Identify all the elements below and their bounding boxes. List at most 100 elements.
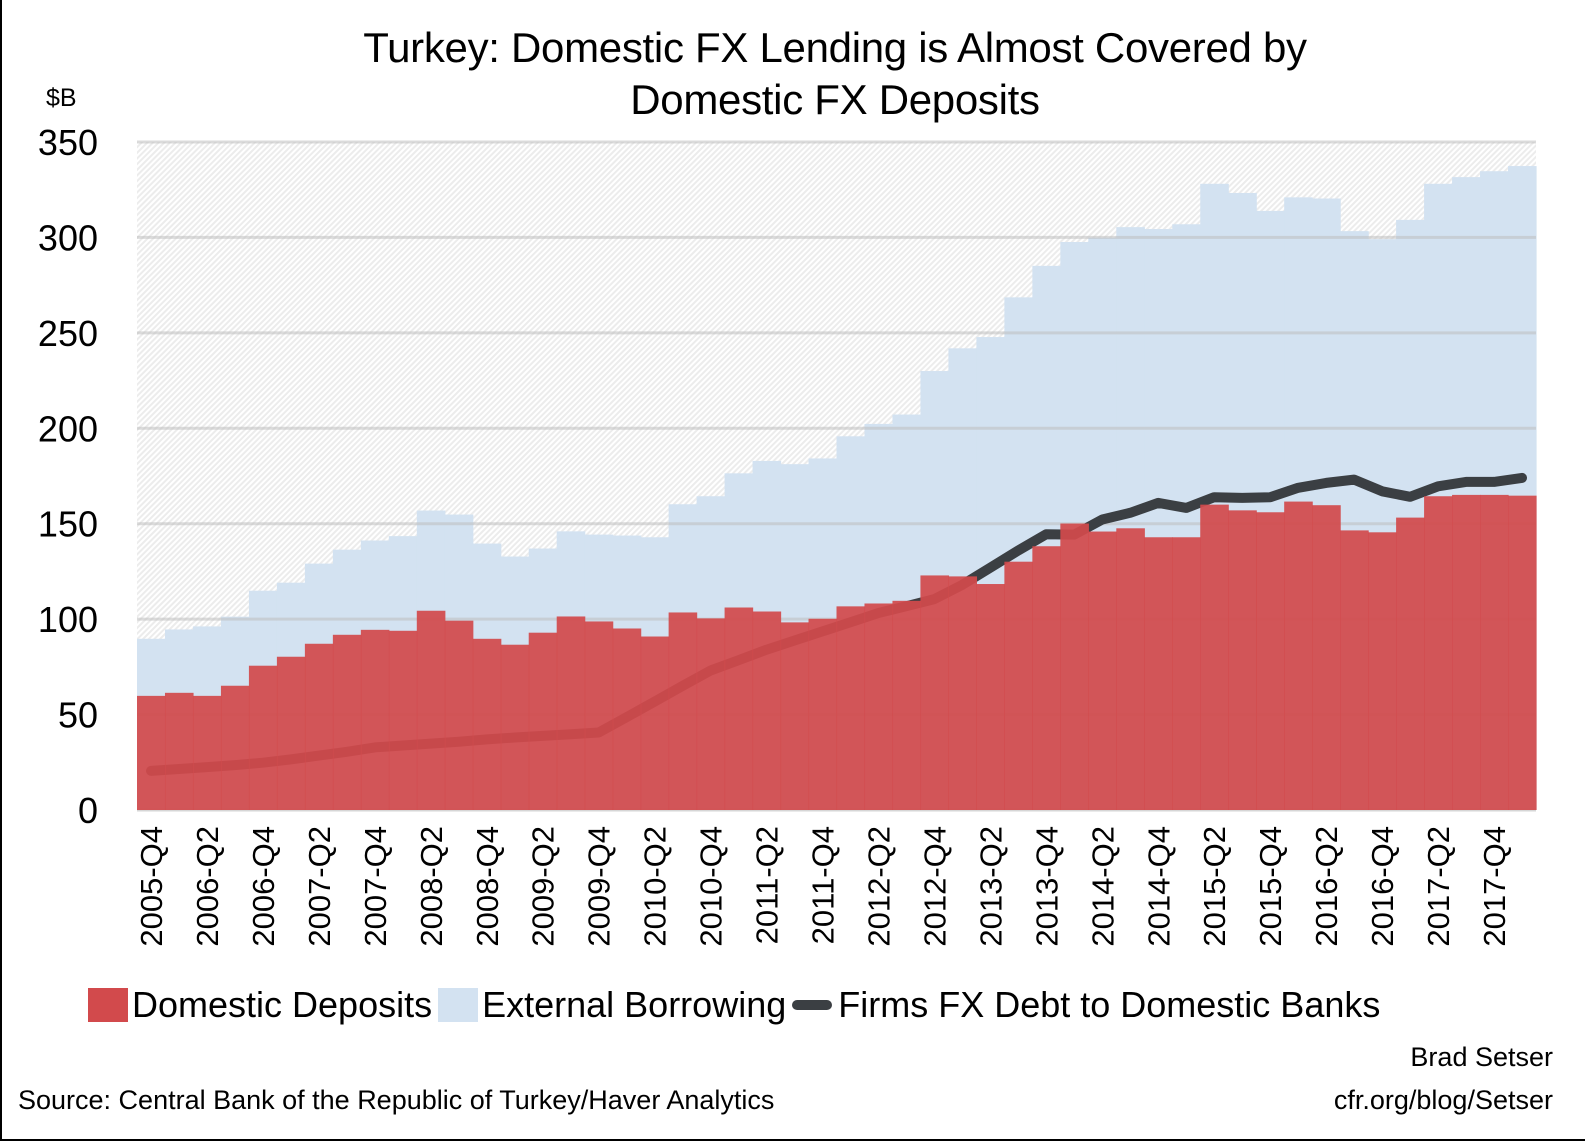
y-tick-label: 0	[78, 790, 98, 831]
domestic-deposits-bar	[1508, 495, 1537, 810]
domestic-deposits-bar	[976, 584, 1005, 810]
domestic-deposits-bar	[1228, 510, 1257, 810]
legend-swatch-domestic-deposits	[88, 988, 128, 1022]
domestic-deposits-bar	[892, 600, 922, 810]
domestic-deposits-bar	[948, 576, 977, 810]
x-tick-label: 2016-Q4	[1365, 826, 1400, 947]
domestic-deposits-bar	[724, 607, 754, 810]
domestic-deposits-bar	[1172, 537, 1201, 810]
x-tick-label: 2012-Q2	[861, 826, 896, 947]
x-tick-label: 2008-Q4	[470, 826, 505, 947]
x-tick-label: 2013-Q4	[1029, 826, 1064, 947]
x-tick-label: 2007-Q4	[358, 826, 393, 947]
domestic-deposits-bar	[416, 610, 446, 810]
domestic-deposits-bar	[1256, 512, 1285, 810]
domestic-deposits-bar	[388, 630, 418, 810]
y-tick-label: 50	[58, 695, 98, 736]
y-tick-label: 100	[38, 599, 98, 640]
credit-site: cfr.org/blog/Setser	[1333, 1085, 1553, 1115]
domestic-deposits-bar	[1144, 537, 1173, 810]
domestic-deposits-bar	[1088, 531, 1117, 810]
x-tick-label: 2006-Q4	[246, 826, 281, 947]
x-axis-ticks: 2005-Q4 2006-Q2 2006-Q4 2007-Q2 2007-Q4 2008-…	[134, 826, 1512, 947]
domestic-deposits-bar	[276, 656, 306, 810]
x-tick-label: 2013-Q2	[973, 826, 1008, 947]
domestic-deposits-bar	[304, 643, 334, 810]
domestic-deposits-bar	[332, 634, 362, 810]
domestic-deposits-bar	[164, 692, 194, 810]
x-tick-label: 2009-Q4	[582, 826, 617, 947]
x-tick-label: 2010-Q4	[694, 826, 729, 947]
domestic-deposits-bar	[1396, 517, 1425, 810]
domestic-deposits-bar	[1452, 494, 1481, 810]
domestic-deposits-bar	[137, 695, 166, 810]
domestic-deposits-bar	[192, 695, 222, 810]
domestic-deposits-bar	[248, 665, 278, 810]
domestic-deposits-bar	[668, 612, 698, 810]
domestic-deposits-bar	[444, 620, 474, 810]
x-tick-label: 2005-Q4	[134, 826, 169, 947]
legend-item-firms-fx-debt: Firms FX Debt to Domestic Banks	[792, 984, 1380, 1026]
domestic-deposits-bar	[780, 622, 810, 810]
domestic-deposits-bar	[836, 606, 866, 810]
x-tick-label: 2017-Q2	[1421, 826, 1456, 947]
domestic-deposits-bar	[360, 629, 390, 810]
legend-item-domestic-deposits: Domestic Deposits	[88, 984, 432, 1026]
domestic-deposits-bar	[752, 611, 782, 810]
x-tick-label: 2011-Q2	[750, 826, 785, 944]
legend-label: Firms FX Debt to Domestic Banks	[838, 984, 1381, 1025]
x-tick-label: 2006-Q2	[190, 826, 225, 947]
chart-title: Turkey: Domestic FX Lending is Almost Co…	[130, 22, 1540, 126]
y-tick-label: 200	[38, 408, 98, 449]
domestic-deposits-bar	[528, 632, 558, 810]
y-axis-unit-label: $B	[46, 84, 77, 112]
domestic-deposits-bar	[640, 636, 670, 810]
domestic-deposits-bar	[1032, 546, 1061, 810]
x-tick-label: 2012-Q4	[917, 826, 952, 947]
y-tick-label: 150	[38, 504, 98, 545]
domestic-deposits-bar	[472, 638, 502, 810]
x-tick-label: 2011-Q4	[806, 826, 841, 944]
domestic-deposits-bar	[864, 603, 894, 810]
chart-title-line-1: Turkey: Domestic FX Lending is Almost Co…	[363, 24, 1307, 71]
x-tick-label: 2015-Q2	[1197, 826, 1232, 947]
x-tick-label: 2017-Q4	[1477, 826, 1512, 947]
domestic-deposits-bar	[808, 618, 838, 810]
domestic-deposits-bar	[1480, 494, 1509, 810]
domestic-deposits-bar	[696, 618, 726, 810]
domestic-deposits-bar	[556, 616, 586, 810]
domestic-deposits-bar	[1368, 532, 1397, 810]
x-tick-label: 2014-Q2	[1085, 826, 1120, 947]
domestic-deposits-bar	[500, 644, 530, 810]
domestic-deposits-bar	[1060, 523, 1089, 810]
domestic-deposits-bar	[1284, 501, 1313, 810]
domestic-deposits-bar	[1004, 561, 1033, 810]
x-tick-label: 2009-Q2	[526, 826, 561, 947]
y-tick-label: 300	[38, 217, 98, 258]
x-tick-label: 2016-Q2	[1309, 826, 1344, 947]
domestic-deposits-bar	[612, 628, 642, 810]
x-tick-label: 2014-Q4	[1141, 826, 1176, 947]
x-tick-label: 2010-Q2	[638, 826, 673, 947]
domestic-deposits-bar	[220, 685, 250, 810]
domestic-deposits-bar	[920, 575, 950, 810]
legend-swatch-external-borrowing	[438, 988, 479, 1022]
domestic-deposits-bars	[137, 494, 1537, 810]
x-tick-label: 2007-Q2	[302, 826, 337, 947]
legend-item-external-borrowing: External Borrowing	[438, 984, 786, 1026]
y-tick-label: 250	[38, 313, 98, 354]
legend-label: Domestic Deposits	[132, 984, 433, 1025]
legend-line-icon	[792, 1000, 833, 1010]
domestic-deposits-bar	[1424, 496, 1453, 810]
domestic-deposits-bar	[1312, 505, 1341, 810]
x-tick-label: 2015-Q4	[1253, 826, 1288, 947]
domestic-deposits-bar	[1340, 530, 1369, 810]
domestic-deposits-bar	[1116, 528, 1145, 810]
legend-label: External Borrowing	[482, 984, 787, 1025]
y-tick-label: 350	[38, 122, 98, 163]
domestic-deposits-bar	[584, 621, 614, 810]
source-note: Source: Central Bank of the Republic of …	[18, 1085, 775, 1115]
credit: Brad Setser cfr.org/blog/Setser	[1334, 1036, 1553, 1122]
